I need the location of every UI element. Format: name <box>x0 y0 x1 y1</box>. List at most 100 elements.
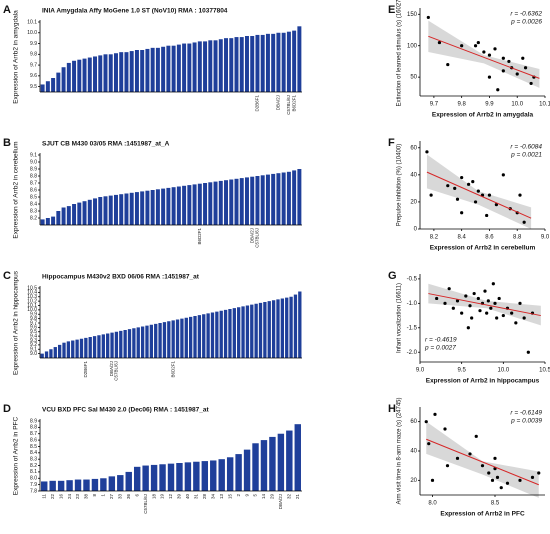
y-tick-label: 7.8 <box>30 488 37 494</box>
y-tick-label: 20 <box>410 200 417 206</box>
chart-title: SJUT CB M430 03/05 RMA :1451987_at_A <box>42 141 170 148</box>
p-value: p = 0.0027 <box>424 345 456 352</box>
bar <box>79 338 84 358</box>
bar <box>45 81 50 92</box>
bar <box>119 330 123 358</box>
panel-letter: H <box>388 403 396 415</box>
bar <box>176 463 183 491</box>
point <box>482 50 486 54</box>
point <box>455 197 460 201</box>
bar <box>154 323 158 358</box>
y-tick-label: 9.0 <box>30 159 37 165</box>
bar <box>298 291 302 358</box>
y-axis-label: Arm visit time in 8-arm maze (s) (24745) <box>397 397 403 504</box>
y-tick-label: 9.7 <box>30 320 37 326</box>
point <box>460 211 464 215</box>
bar <box>197 315 202 358</box>
bar <box>49 349 53 358</box>
y-tick-label: 8.6 <box>30 437 37 443</box>
x-tick-label: 27 <box>109 494 114 500</box>
bar <box>103 196 108 225</box>
x-tick-label: 11 <box>41 494 46 499</box>
point <box>501 56 505 60</box>
point <box>447 287 451 291</box>
x-tick-label: 32 <box>287 494 292 500</box>
x-tick-label: 22 <box>50 494 55 500</box>
bar <box>150 464 158 491</box>
point <box>497 296 501 301</box>
bar <box>276 173 281 225</box>
point <box>486 299 490 303</box>
y-tick-label: 8.3 <box>30 208 37 214</box>
point <box>493 301 497 305</box>
x-tick-label: 8.0 <box>428 501 437 507</box>
point <box>501 313 505 318</box>
bar <box>218 39 223 92</box>
bar <box>281 172 286 225</box>
bar <box>245 305 250 358</box>
bar <box>175 319 180 358</box>
bar <box>161 46 166 92</box>
point <box>493 456 497 460</box>
bar <box>125 471 132 491</box>
bar <box>155 47 160 92</box>
x-tick-label: D2B6F1 <box>255 95 260 112</box>
y-axis-label: Prepulse inhibition (%) (10400) <box>397 144 403 226</box>
x-tick-label: 9 <box>244 494 249 497</box>
point <box>495 475 500 479</box>
y-axis-label: Expression of Arrb2 in PFC <box>13 417 20 496</box>
x-tick-label: 8.8 <box>513 235 522 241</box>
y-axis-label: Expression of Arrb2 in cerebellum <box>13 141 20 238</box>
bar <box>166 45 171 92</box>
y-tick-label: 8.9 <box>30 166 37 172</box>
point <box>505 481 510 485</box>
bar <box>72 60 77 92</box>
point <box>490 478 495 482</box>
point <box>435 296 439 301</box>
bar <box>202 314 206 358</box>
x-tick-label: 9.0 <box>541 235 550 241</box>
bar <box>167 321 171 358</box>
bar <box>224 38 229 92</box>
y-tick-label: 8.8 <box>30 425 37 431</box>
bar <box>93 198 98 225</box>
point <box>480 464 485 468</box>
bar <box>113 53 118 92</box>
bar <box>297 26 302 92</box>
bar <box>171 320 175 358</box>
point <box>523 66 528 70</box>
point <box>468 304 472 308</box>
bar <box>134 50 139 92</box>
point <box>464 294 468 298</box>
point <box>476 189 480 193</box>
point <box>443 301 447 305</box>
x-tick-label: 9.8 <box>457 102 466 108</box>
bar <box>62 342 66 358</box>
x-tick-label: 9.9 <box>485 102 494 108</box>
point <box>487 75 492 79</box>
y-tick-label: 40 <box>410 449 417 455</box>
y-tick-label: 8.0 <box>30 476 37 482</box>
bar <box>72 204 77 225</box>
r-value: r = -0.6362 <box>510 11 542 18</box>
bar <box>91 478 99 491</box>
y-tick-label: 10.0 <box>27 30 37 36</box>
point <box>501 173 505 177</box>
bar <box>271 300 276 358</box>
bar <box>108 54 113 92</box>
x-tick-label: 8 <box>92 494 97 497</box>
bar <box>49 480 56 491</box>
panel-letter: E <box>388 4 395 16</box>
chart-title: VCU BXD PFC Sal M430 2.0 (Dec06) RMA : 1… <box>42 407 209 414</box>
point <box>470 316 474 320</box>
bar <box>235 454 242 491</box>
bar <box>161 188 166 225</box>
bar <box>252 443 259 491</box>
y-tick-label: 7.9 <box>30 482 37 488</box>
bar <box>149 324 154 358</box>
x-tick-label: 10.5 <box>539 368 550 374</box>
bar <box>208 40 213 92</box>
bar <box>66 480 73 491</box>
y-tick-label: 9.3 <box>30 338 37 344</box>
x-tick-label: 21 <box>295 494 300 500</box>
